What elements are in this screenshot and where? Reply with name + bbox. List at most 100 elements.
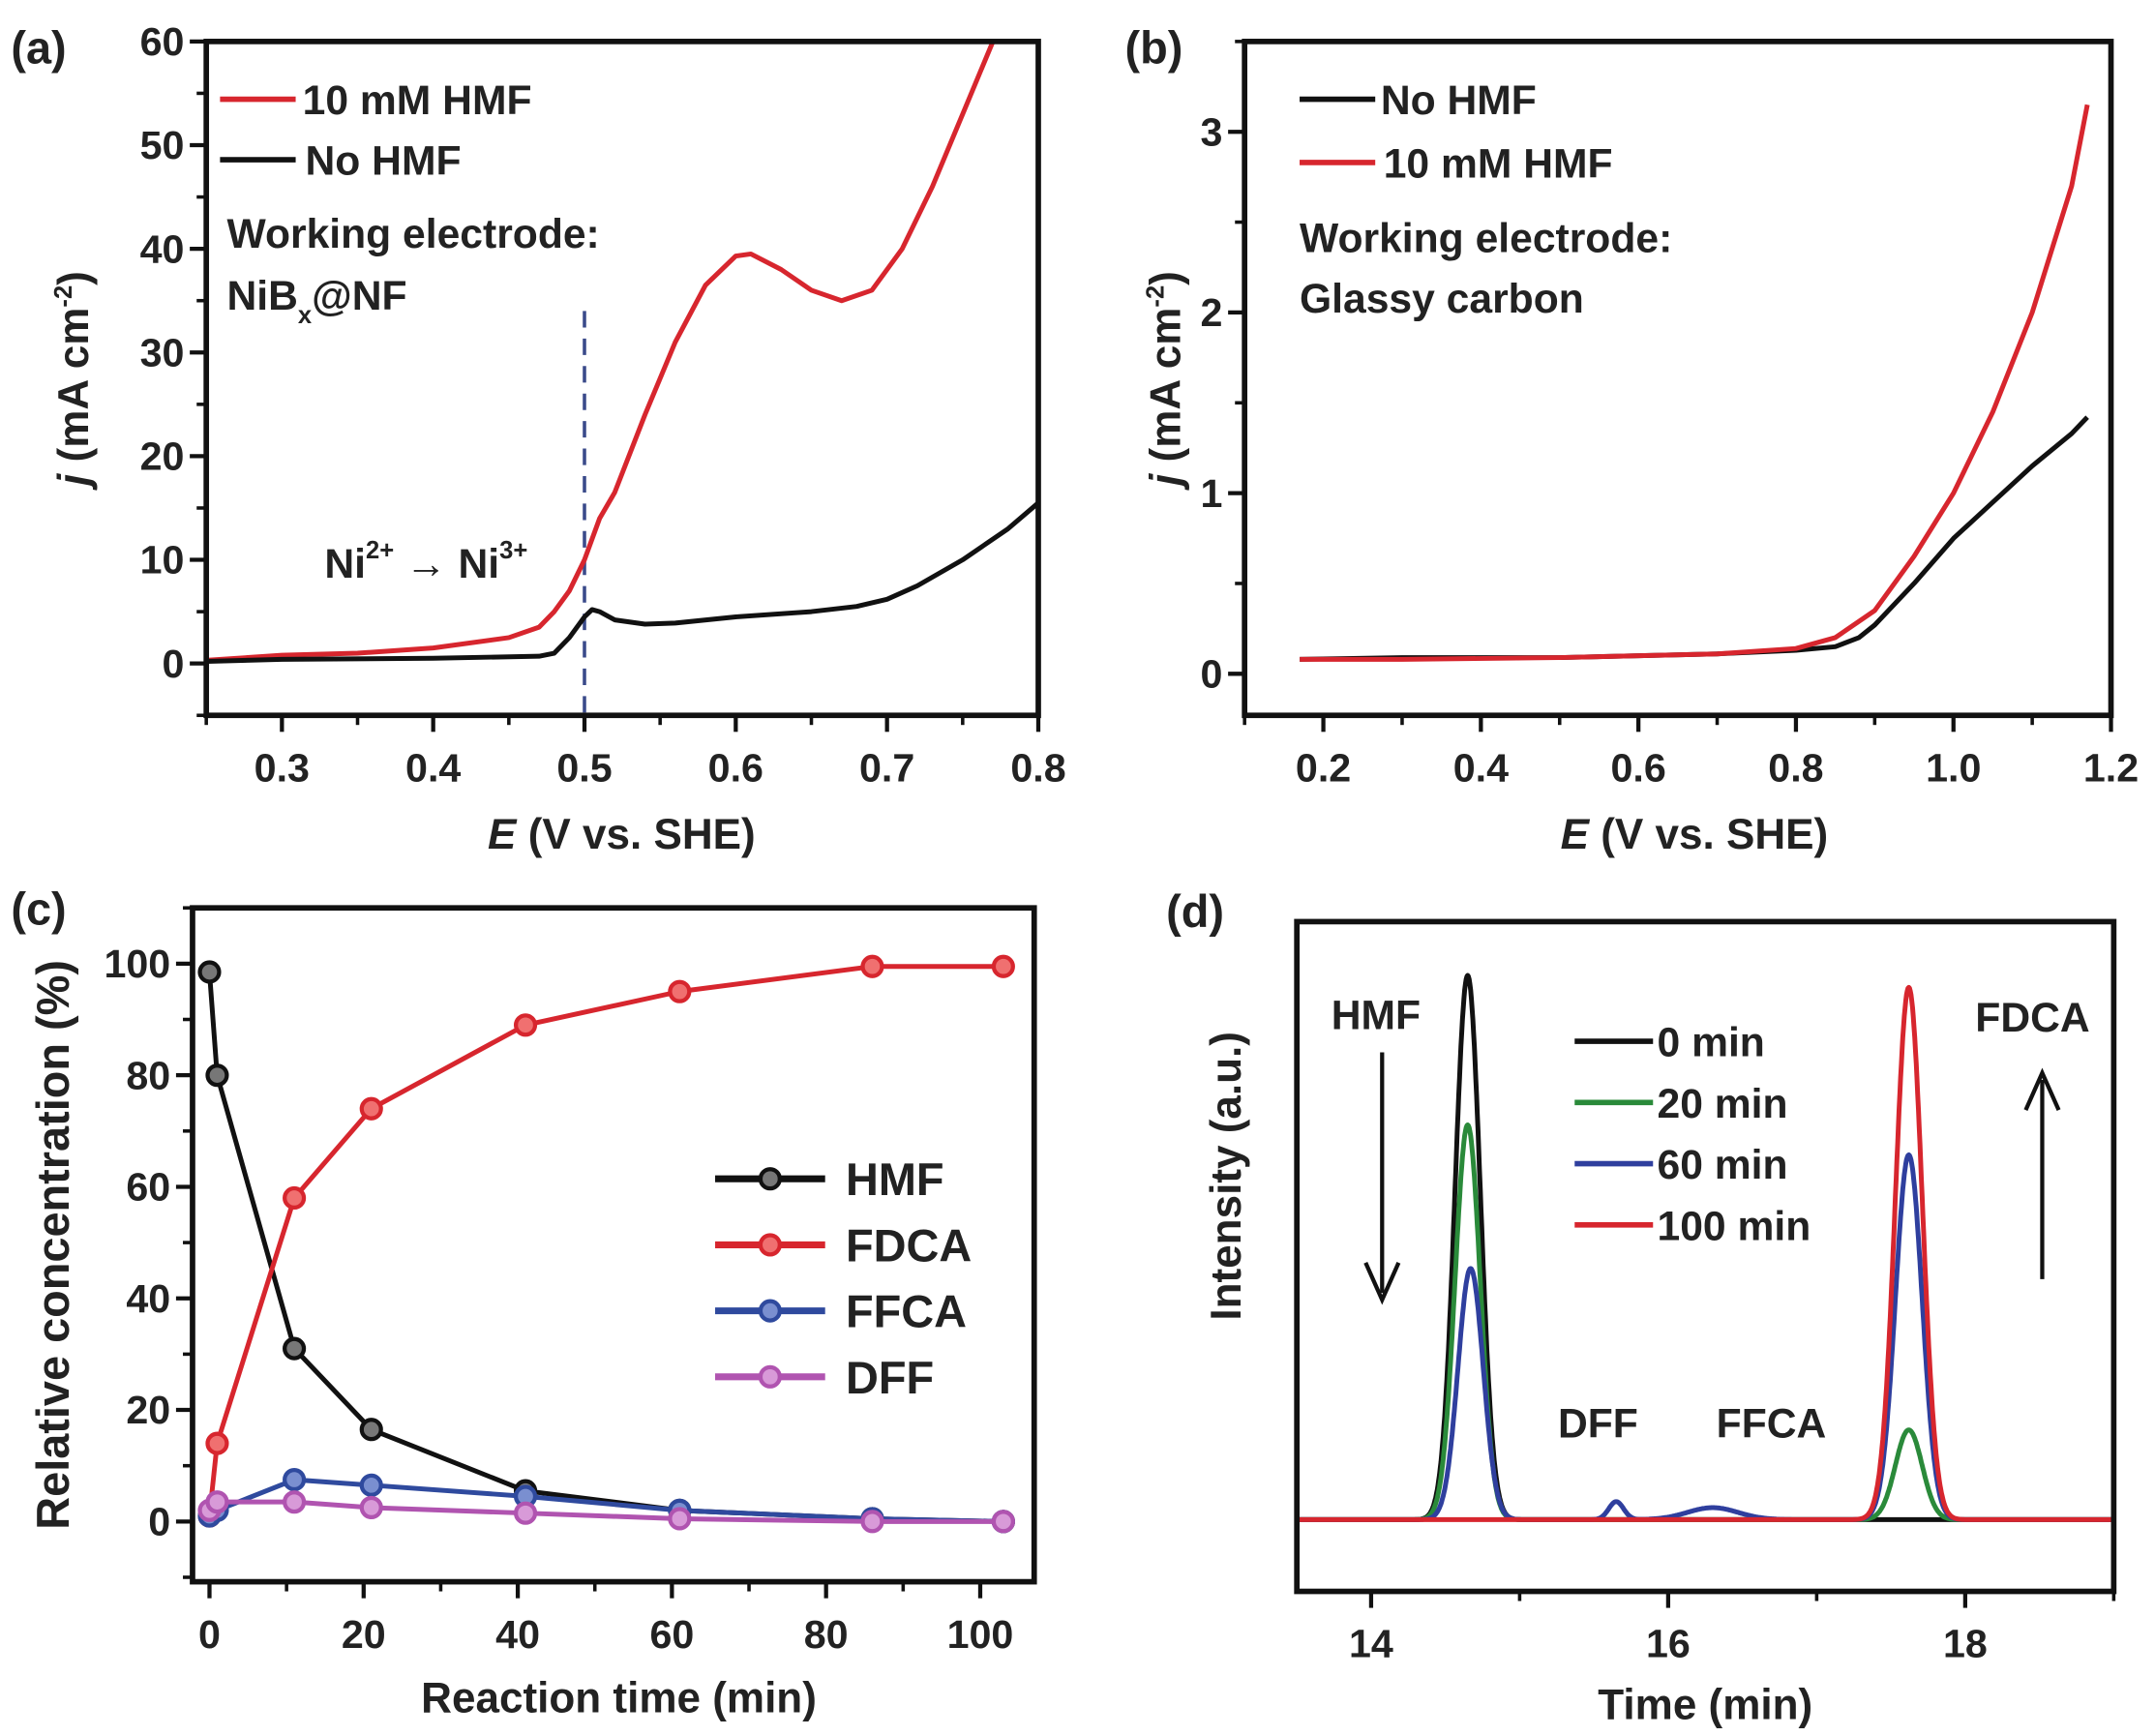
ni-sup: 2+: [366, 537, 394, 564]
x-tick-label: 0.4: [405, 745, 461, 790]
x-axis-unit: (V vs. SHE): [1589, 811, 1828, 858]
legend-label: 60 min: [1658, 1142, 1788, 1188]
y-tick-label: 60: [140, 19, 185, 64]
x-axis-title-c: Reaction time (min): [421, 1675, 817, 1722]
y-tick-label: 50: [140, 123, 185, 167]
x-tick-label: 1.0: [1926, 745, 1981, 790]
y-tick-label: 0: [1201, 652, 1223, 697]
x-axis-var: E: [488, 811, 518, 858]
x-tick-label: 0.6: [708, 745, 763, 790]
legend-label: No HMF: [306, 138, 462, 185]
x-tick-label: 20: [342, 1612, 386, 1657]
series-line-fdca: [206, 964, 1003, 1516]
plot-a: 0.3 0.4 0.5 0.6 0.7 0.8 0 10 20 30 40 50 60: [140, 19, 1066, 790]
series-line-no-hmf: [206, 500, 1038, 665]
data-point-fdca: [668, 979, 692, 1003]
plot-d: 14 16 18: [1294, 918, 2117, 1666]
legend-d: 0 min 20 min 60 min 100 min: [1574, 1020, 1811, 1249]
y-axis-end: ): [50, 271, 98, 285]
legend-marker: [758, 1167, 782, 1191]
series-group: [1297, 973, 2114, 1522]
y-tick-label: 1: [1201, 471, 1223, 516]
electrode-label: Working electrode:: [226, 211, 599, 257]
y-axis-sup: -2: [1142, 285, 1169, 308]
y-axis-end: ): [1142, 271, 1189, 285]
x-tick-label: 0.6: [1611, 745, 1666, 790]
electrode-main: NiB: [226, 273, 297, 319]
arrow-up-icon: [2023, 1067, 2061, 1279]
x-tick-label: 0.4: [1453, 745, 1509, 790]
legend-label: FDCA: [846, 1220, 972, 1271]
series-group: [206, 41, 1038, 665]
data-point-fdca: [860, 954, 884, 978]
ffca-annotation: FFCA: [1717, 1400, 1827, 1447]
y-tick-label: 0: [163, 642, 185, 686]
legend-label: 20 min: [1658, 1081, 1788, 1127]
y-axis-title-b: j (mA cm-2): [1142, 271, 1189, 491]
y-tick-label: 60: [126, 1165, 170, 1210]
plot-frame: [190, 905, 1037, 1585]
electrode-name: Glassy carbon: [1300, 276, 1584, 322]
data-point-dff: [283, 1490, 307, 1514]
x-tick-label: 18: [1943, 1622, 1988, 1666]
x-tick-label: 0.3: [254, 745, 310, 790]
y-tick-label: 20: [126, 1388, 170, 1432]
x-tick-label: 40: [495, 1612, 540, 1657]
ni-sup: 3+: [499, 537, 527, 564]
y-axis-title-a: j (mA cm-2): [50, 271, 98, 491]
data-point-fdca: [991, 954, 1015, 978]
data-point-hmf: [283, 1336, 307, 1361]
data-point-hmf: [359, 1418, 383, 1442]
x-axis-title-b: E (V vs. SHE): [1561, 811, 1829, 858]
plot-frame: [1242, 39, 2114, 719]
series-group: [197, 954, 1015, 1534]
electrode-name: NiBx@NF: [226, 273, 406, 329]
y-tick-label: 40: [126, 1276, 170, 1321]
y-axis-title-c: Relative concentration (%): [28, 960, 78, 1530]
x-tick-label: 100: [947, 1612, 1014, 1657]
x-tick-label: 0: [198, 1612, 221, 1657]
plot-frame: [203, 39, 1041, 719]
data-point-dff: [513, 1501, 538, 1525]
data-point-dff: [991, 1510, 1015, 1534]
series-line-100-min: [1297, 984, 2114, 1522]
electrode-sub: x: [298, 302, 313, 329]
y-tick-label: 0: [148, 1500, 170, 1544]
data-point-fdca: [359, 1096, 383, 1121]
data-point-hmf: [197, 960, 222, 984]
y-tick-label: 10: [140, 538, 185, 583]
y-axis-sup: -2: [50, 285, 77, 308]
data-point-ffca: [359, 1473, 383, 1497]
x-tick-label: 60: [649, 1612, 694, 1657]
y-axis-var: j: [1142, 473, 1189, 491]
legend-label: DFF: [846, 1353, 934, 1403]
legend-label: 100 min: [1658, 1203, 1811, 1249]
plot-b: 0.2 0.4 0.6 0.8 1.0 1.2 0 1 2 3: [1201, 39, 2139, 790]
legend-marker: [758, 1233, 782, 1257]
data-point-dff: [205, 1490, 229, 1514]
hmf-annotation: HMF: [1332, 992, 1421, 1038]
x-tick-label: 80: [804, 1612, 849, 1657]
x-tick-label: 0.2: [1296, 745, 1351, 790]
x-tick-label: 0.8: [1768, 745, 1823, 790]
y-axis-unit: (mA cm: [1142, 308, 1189, 474]
y-axis-title-d: Intensity (a.u.): [1203, 1032, 1250, 1321]
panel-label-c: (c): [11, 883, 66, 934]
series-line-dff: [207, 1499, 1003, 1524]
arrow-down-icon: [1363, 1052, 1401, 1305]
legend-label: No HMF: [1381, 77, 1537, 124]
data-point-fdca: [283, 1185, 307, 1211]
series-line-ffca: [208, 1477, 1003, 1524]
y-axis-var: j: [50, 473, 98, 491]
legend-label: FFCA: [846, 1287, 967, 1337]
x-axis-title-d: Time (min): [1598, 1682, 1812, 1729]
legend-marker: [758, 1299, 782, 1323]
x-axis-title-a: E (V vs. SHE): [488, 811, 756, 858]
x-tick-label: 0.8: [1010, 745, 1065, 790]
fdca-annotation: FDCA: [1975, 995, 2089, 1041]
electrode-end: @NF: [312, 273, 406, 319]
plot-c: 0 20 40 60 80 100 0 20 40 60 80 100: [104, 905, 1037, 1657]
y-tick-label: 80: [126, 1053, 170, 1097]
legend-label: 10 mM HMF: [1384, 141, 1613, 188]
